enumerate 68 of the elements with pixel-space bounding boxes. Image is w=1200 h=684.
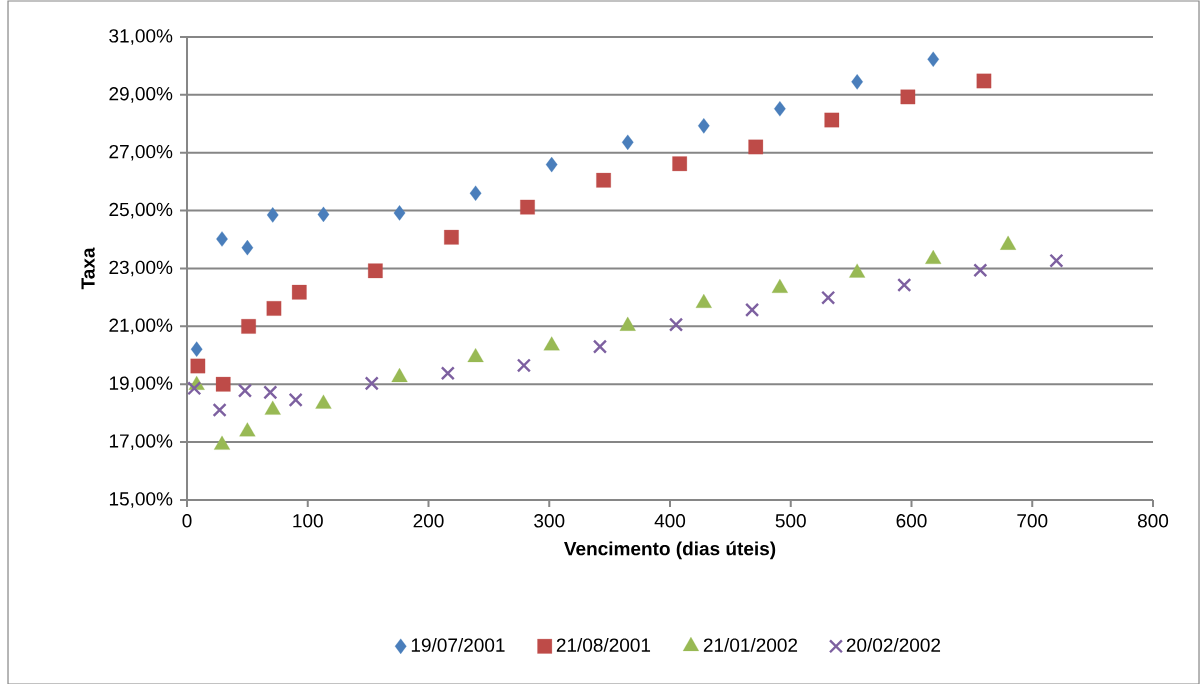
point (516, 358, 532, 373)
point (364, 376, 379, 391)
point (596, 172, 611, 188)
point (897, 277, 912, 293)
x-tick-label: 600 (896, 514, 927, 528)
point (973, 263, 988, 278)
point (241, 319, 256, 334)
y-tick-label: 21,00% (109, 318, 173, 335)
point (241, 239, 254, 256)
point (237, 383, 253, 398)
x-tick-label: 500 (775, 514, 806, 528)
point (672, 156, 687, 172)
point (592, 339, 608, 354)
y-tick-label: 25,00% (109, 202, 173, 219)
point (440, 366, 455, 381)
point (239, 422, 256, 437)
point (187, 381, 202, 396)
y-tick-label: 17,00% (109, 434, 173, 450)
y-axis-title: Taxa (81, 247, 95, 290)
legend-label: 20/02/2002 (846, 637, 941, 652)
x-tick-label: 400 (654, 514, 686, 528)
y-tick-label: 23,00% (109, 260, 173, 277)
x-tick-label: 100 (293, 514, 323, 528)
point (1049, 253, 1064, 268)
y-tick-label: 19,00% (109, 376, 173, 393)
legend-label: 21/08/2001 (556, 637, 651, 652)
point (668, 317, 684, 332)
y-tick-label: 27,00% (109, 144, 173, 161)
y-tick-label: 31,00% (109, 29, 173, 45)
x-tick-label: 300 (534, 514, 565, 528)
point (291, 284, 307, 300)
point (900, 89, 916, 105)
point (976, 73, 992, 89)
point (288, 392, 303, 408)
point (368, 263, 383, 279)
point (545, 156, 558, 173)
point (263, 385, 278, 400)
point (190, 341, 203, 357)
x-axis-title: Vencimento (dias úteis) (564, 541, 776, 560)
point (467, 348, 484, 363)
point (697, 118, 710, 134)
point (520, 199, 535, 215)
legend-label: 19/07/2001 (411, 637, 505, 652)
point (469, 185, 482, 201)
point (190, 358, 206, 374)
x-tick-label: 800 (1137, 514, 1169, 528)
x-tick-label: 700 (1017, 514, 1048, 528)
point (212, 402, 227, 418)
x-tick-label: 200 (413, 514, 444, 528)
point (621, 134, 634, 151)
point (748, 139, 764, 155)
point (821, 290, 836, 305)
point (444, 229, 459, 245)
point (927, 51, 940, 67)
y-tick-label: 29,00% (109, 87, 173, 103)
point (744, 302, 760, 318)
point (215, 376, 231, 392)
y-tick-label: 15,00% (109, 492, 173, 508)
point (266, 207, 279, 223)
legend-label: 21/01/2002 (703, 637, 798, 652)
point (266, 301, 282, 316)
x-tick-label: 0 (182, 514, 192, 528)
point (317, 206, 330, 223)
point (216, 231, 228, 247)
point (774, 101, 786, 117)
point (393, 205, 406, 221)
point (824, 112, 840, 128)
point (851, 74, 863, 90)
